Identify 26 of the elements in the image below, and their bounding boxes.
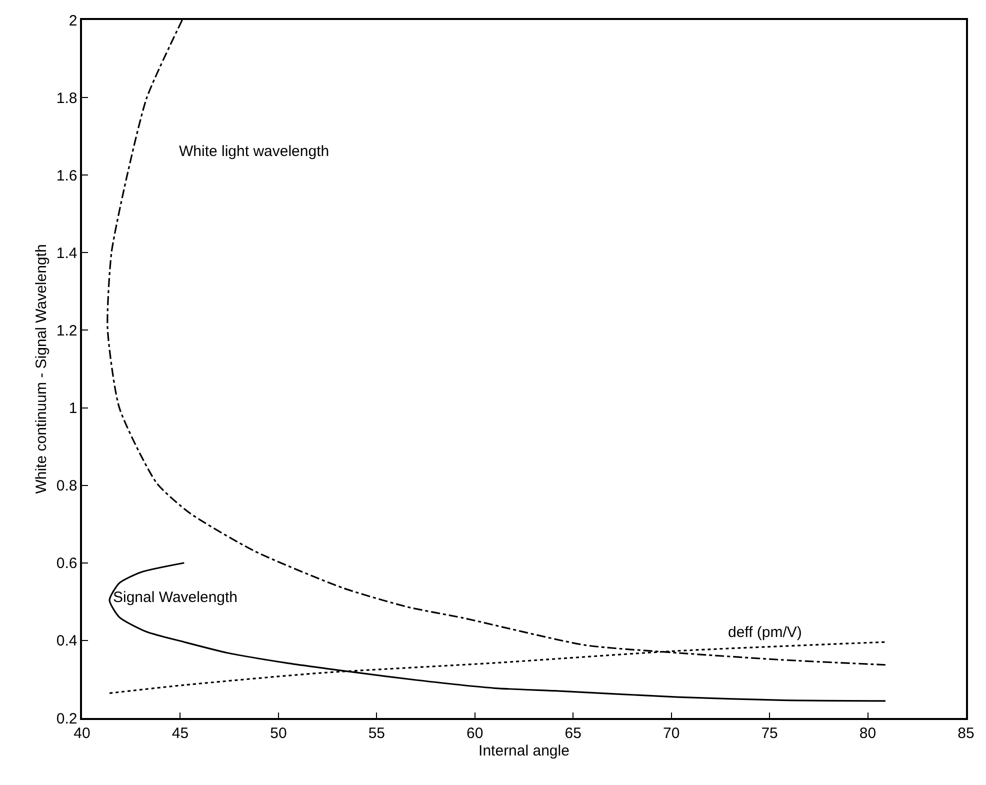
y-tick-label: 1.2: [56, 322, 78, 340]
x-tick-label: 80: [859, 724, 876, 742]
x-tick-label: 45: [172, 724, 189, 742]
annotation: deff (pm/V): [728, 624, 802, 641]
y-tick-label: 2: [68, 12, 78, 30]
y-tick-label: 1: [68, 400, 78, 418]
x-tick-label: 65: [564, 724, 582, 742]
y-tick-label: 1.8: [56, 90, 78, 107]
x-tick-label: 75: [761, 724, 778, 742]
y-tick-label: 0.8: [56, 478, 78, 495]
y-tick-label: 0.6: [56, 555, 78, 572]
line-series: [108, 562, 886, 702]
y-tick-label: 1.4: [56, 244, 78, 262]
y-tick-label: 0.4: [56, 632, 78, 650]
y-tick-label: 0.2: [56, 710, 78, 728]
x-tick-label: 40: [74, 724, 90, 742]
x-tick-label: 70: [662, 724, 680, 742]
y-tick-label: 1.6: [56, 167, 78, 184]
annotation: Signal Wavelength: [113, 589, 238, 606]
x-tick-label: 55: [368, 724, 386, 742]
x-tick-label: 50: [270, 724, 287, 742]
y-axis-title: White continuum - Signal Wavelength: [33, 244, 50, 494]
annotation: White light wavelength: [179, 143, 330, 160]
x-axis-title: Internal angle: [478, 742, 570, 760]
x-tick-label: 85: [958, 724, 974, 742]
x-tick-label: 60: [466, 724, 484, 742]
